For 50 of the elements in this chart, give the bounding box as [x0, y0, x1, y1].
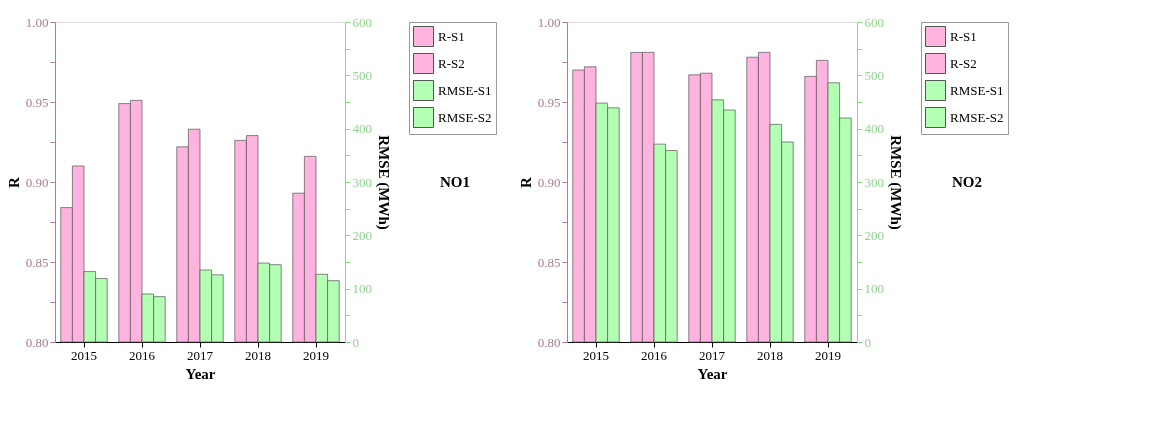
y-tick-label: 0.80 — [25, 334, 49, 350]
x-tick-label: 2017 — [699, 347, 726, 363]
legend-label: R-S2 — [950, 55, 977, 71]
y2-tick-label: 0 — [864, 334, 871, 350]
y-tick-label: 1.00 — [25, 14, 49, 30]
x-tick-label: 2019 — [815, 347, 841, 363]
legend-label: RMSE-S1 — [950, 82, 1004, 98]
x-tick-label: 2015 — [71, 347, 97, 363]
y-tick-label: 0.95 — [25, 94, 49, 110]
x-tick-label: 2015 — [583, 347, 609, 363]
y2-tick-label: 0 — [352, 334, 359, 350]
y-tick-label: 0.95 — [537, 94, 561, 110]
y2-tick-label: 400 — [864, 121, 884, 137]
y2-axis-title: RMSE (MWh) — [887, 135, 904, 230]
legend-label: RMSE-S2 — [950, 109, 1004, 125]
x-tick-label: 2017 — [187, 347, 214, 363]
legend-label: R-S2 — [438, 55, 465, 71]
legend-label: RMSE-S1 — [438, 82, 492, 98]
y2-tick-label: 400 — [352, 121, 372, 137]
y2-tick-label: 500 — [352, 67, 372, 83]
y2-tick-label: 200 — [352, 227, 372, 243]
x-tick-label: 2018 — [757, 347, 783, 363]
y-axis-title: R — [517, 176, 534, 188]
y2-tick-label: 100 — [864, 281, 884, 297]
y-tick-label: 1.00 — [537, 14, 561, 30]
y2-tick-label: 600 — [864, 14, 884, 30]
legend-label: R-S1 — [438, 28, 465, 44]
y-tick-label: 0.90 — [537, 174, 561, 190]
text: NO1 — [440, 174, 470, 190]
y-tick-label: 0.80 — [537, 334, 561, 350]
y2-axis-title: RMSE (MWh) — [375, 135, 392, 230]
x-tick-label: 2016 — [129, 347, 156, 363]
y2-tick-label: 100 — [352, 281, 372, 297]
legend-label: RMSE-S2 — [438, 109, 492, 125]
y-axis-title: R — [5, 176, 22, 188]
x-tick-label: 2019 — [303, 347, 329, 363]
y2-tick-label: 300 — [352, 174, 372, 190]
x-axis-title: Year — [185, 365, 216, 382]
x-axis-title: Year — [697, 365, 728, 382]
y-tick-label: 0.85 — [25, 254, 49, 270]
x-tick-label: 2018 — [245, 347, 271, 363]
y-tick-label: 0.90 — [25, 174, 49, 190]
x-tick-label: 2016 — [641, 347, 668, 363]
legend-label: R-S1 — [950, 28, 977, 44]
text: NO2 — [952, 174, 982, 190]
y2-tick-label: 300 — [864, 174, 884, 190]
y-tick-label: 0.85 — [537, 254, 561, 270]
y2-tick-label: 500 — [864, 67, 884, 83]
y2-tick-label: 200 — [864, 227, 884, 243]
y2-tick-label: 600 — [352, 14, 372, 30]
